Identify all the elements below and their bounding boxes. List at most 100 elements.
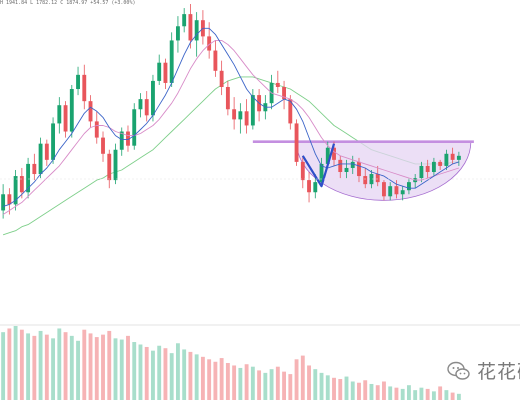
volume-bar (400, 388, 405, 400)
candle-body (250, 95, 255, 126)
volume-bar (313, 369, 318, 400)
candle-body (213, 50, 218, 71)
candle (300, 155, 305, 189)
candle (207, 22, 212, 59)
candle-body (63, 105, 68, 132)
cup-pattern-layer (252, 140, 474, 201)
candle (319, 157, 324, 187)
candle-body (444, 153, 449, 166)
volume-bar (338, 379, 343, 400)
candle-body (450, 153, 455, 160)
ohlc-readout: H 1941.84 L 1782.12 C 1874.97 +54.57 (+3… (0, 0, 135, 6)
candle (307, 172, 311, 203)
volume-bar (19, 329, 24, 400)
candle-body (431, 161, 436, 173)
candle-body (300, 161, 305, 181)
candle (375, 165, 380, 187)
volume-bar (263, 372, 268, 400)
volume-bar (425, 388, 430, 400)
candle (151, 74, 155, 122)
candle (182, 8, 187, 33)
candle-body (357, 161, 361, 177)
volume-bar (413, 390, 418, 400)
candle (250, 89, 255, 130)
candle (26, 157, 31, 199)
volume-bar (138, 344, 143, 400)
volume-bar (32, 335, 37, 400)
candle-body (388, 186, 393, 197)
candle (138, 93, 143, 118)
volume-bar (119, 339, 124, 400)
candle-body (13, 176, 18, 205)
volume-bar (307, 365, 311, 400)
volume-bar (57, 328, 62, 400)
volume-bar (300, 355, 305, 400)
candle-body (194, 20, 199, 41)
candle-body (182, 14, 187, 27)
volume-bar (194, 354, 199, 400)
volume-bar (101, 334, 105, 400)
candle-body (126, 131, 130, 146)
volume-bar (94, 337, 99, 400)
candle-body (294, 123, 299, 162)
candle (57, 97, 62, 134)
volume-bar (144, 346, 149, 400)
candle-body (438, 161, 443, 166)
candle-body (1, 194, 6, 211)
candle (13, 169, 18, 211)
volume-bar (444, 390, 449, 400)
candle-body (38, 143, 43, 175)
volume-bar (26, 333, 31, 400)
candles-layer (1, 4, 461, 219)
candle (101, 131, 105, 162)
candle-body (94, 121, 99, 138)
volume-bar (219, 358, 224, 400)
candle-body (350, 161, 355, 168)
candle-body (51, 123, 56, 160)
volume-bar (350, 381, 355, 400)
candle (394, 180, 399, 199)
candle (400, 186, 405, 201)
volume-bar (200, 356, 205, 400)
candle-body (400, 190, 405, 195)
volume-bar (357, 382, 361, 400)
candle-body (406, 182, 411, 191)
candle (450, 147, 455, 164)
candle-body (44, 143, 49, 160)
candle-body (132, 109, 137, 146)
volume-bar (207, 359, 212, 400)
volume-bar (332, 377, 336, 400)
candle (344, 159, 349, 179)
candle-body (57, 105, 62, 124)
candle (257, 89, 262, 122)
candle (51, 117, 56, 164)
candle-body (344, 167, 349, 173)
candle-body (307, 180, 311, 193)
candle-body (332, 147, 336, 160)
candle-body (375, 174, 380, 183)
candle (32, 153, 37, 181)
volume-bar (282, 371, 287, 400)
candle (82, 64, 87, 110)
candle-body (7, 194, 12, 205)
candle (1, 184, 6, 219)
candle-body (151, 80, 155, 116)
volume-bar (188, 351, 193, 400)
volume-bar (382, 381, 386, 400)
candle (388, 182, 393, 201)
volume-bar (163, 348, 168, 400)
wechat-chat-bubbles-icon (447, 360, 471, 382)
candle-body (456, 155, 461, 160)
candle-body (138, 99, 143, 110)
volume-bar (132, 342, 137, 400)
volume-bar (44, 334, 49, 400)
candle (94, 111, 99, 144)
volume-bar (294, 359, 299, 400)
candle-body (144, 99, 149, 116)
volume-bar (38, 330, 43, 400)
candle (213, 40, 218, 77)
candle-body (157, 62, 162, 81)
candle-body (288, 99, 293, 124)
candle (169, 32, 174, 87)
